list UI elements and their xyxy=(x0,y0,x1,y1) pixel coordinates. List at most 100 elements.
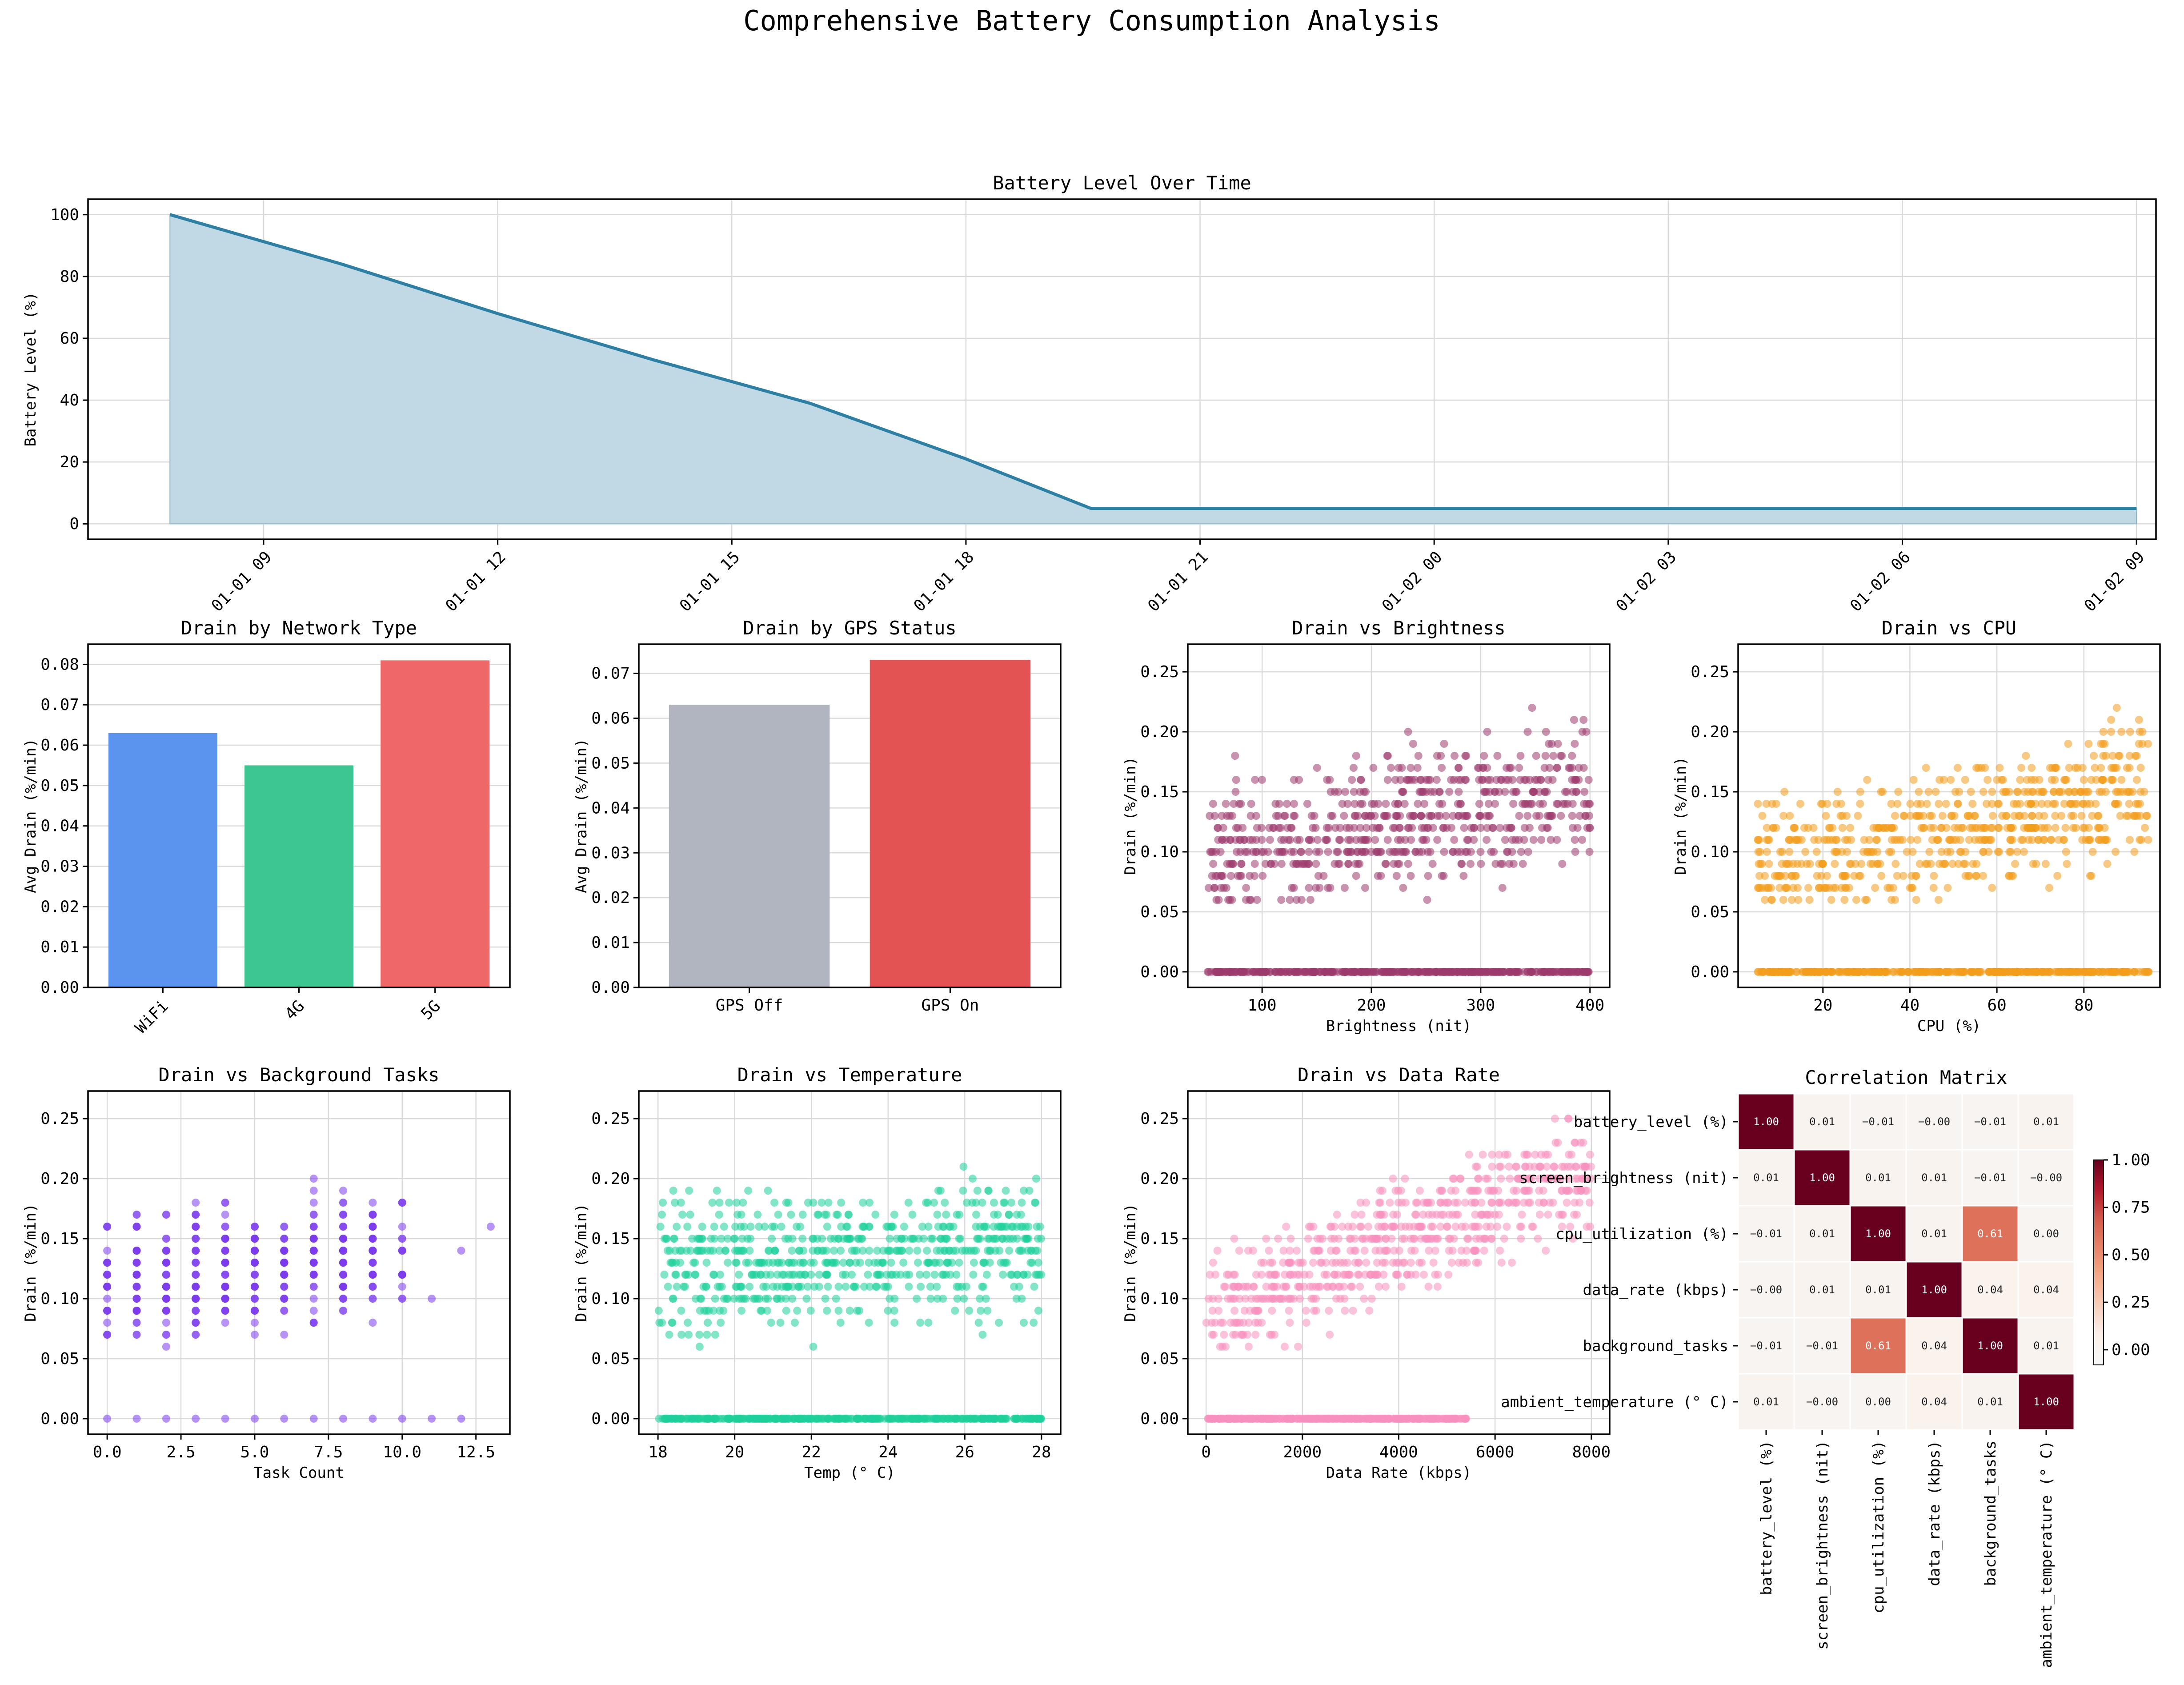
scatter-point xyxy=(813,1211,822,1219)
heatmap-cell-value: −0.00 xyxy=(1806,1396,1838,1408)
scatter-point xyxy=(1529,788,1538,796)
scatter-point xyxy=(1815,884,1823,892)
scatter-point xyxy=(1818,800,1827,808)
scatter-point xyxy=(659,1199,667,1207)
scatter-point xyxy=(769,1283,777,1291)
scatter-point xyxy=(1209,848,1217,856)
scatter-point xyxy=(2080,776,2088,784)
scatter-point xyxy=(1988,824,1996,832)
scatter-point xyxy=(762,1271,770,1279)
scatter-point xyxy=(1785,848,1794,856)
scatter-point xyxy=(309,1271,318,1279)
y-tick-label: 0.00 xyxy=(1140,1410,1179,1428)
scatter-point xyxy=(1459,872,1468,880)
scatter-point xyxy=(1988,788,1996,796)
scatter-point xyxy=(1988,800,1996,808)
scatter-point xyxy=(1396,776,1405,784)
scatter-point xyxy=(1434,1271,1442,1279)
scatter-point xyxy=(2078,764,2087,772)
scatter-point xyxy=(1460,824,1468,832)
scatter-point xyxy=(778,1271,786,1279)
scatter-point xyxy=(681,1283,689,1291)
scatter-point xyxy=(457,1247,465,1255)
scatter-point xyxy=(1969,860,1977,868)
scatter-point xyxy=(1213,1247,1222,1255)
scatter-point xyxy=(1934,896,1943,904)
scatter-point xyxy=(1429,1414,1437,1423)
scatter-point xyxy=(1202,1319,1210,1327)
scatter-point xyxy=(1823,872,1831,880)
scatter-point xyxy=(2130,848,2139,856)
scatter-point xyxy=(2028,764,2036,772)
scatter-point xyxy=(280,1283,289,1291)
scatter-point xyxy=(982,1295,990,1303)
scatter-point xyxy=(398,1414,406,1423)
scatter-point xyxy=(1505,1163,1513,1171)
x-axis-label: Data Rate (kbps) xyxy=(1326,1464,1472,1482)
scatter-point xyxy=(1230,1307,1239,1315)
scatter-point xyxy=(1023,1235,1031,1243)
x-tick-label: 18 xyxy=(648,1443,667,1461)
scatter-point xyxy=(2047,836,2056,844)
column-label: background_tasks xyxy=(1982,1440,2000,1586)
scatter-point xyxy=(1571,836,1579,844)
scatter-point xyxy=(698,1223,706,1231)
scatter-point xyxy=(989,1235,998,1243)
scatter-point xyxy=(940,1247,949,1255)
scatter-point xyxy=(941,1199,949,1207)
y-tick-label: 0.00 xyxy=(591,1410,630,1428)
scatter-point xyxy=(767,1319,775,1327)
scatter-point xyxy=(656,1223,665,1231)
scatter-point xyxy=(1339,967,1347,976)
scatter-point xyxy=(669,1187,677,1195)
scatter-point xyxy=(1549,752,1558,760)
scatter-point xyxy=(2009,872,2017,880)
scatter-point xyxy=(2057,812,2066,820)
heatmap-cell-value: 0.01 xyxy=(1865,1284,1891,1296)
scatter-point xyxy=(763,1307,771,1315)
scatter-point xyxy=(732,1259,740,1267)
scatter-point xyxy=(908,1211,917,1219)
scatter-point xyxy=(1793,884,1802,892)
x-tick-label: 26 xyxy=(955,1443,974,1461)
scatter-point xyxy=(1222,884,1230,892)
scatter-point xyxy=(1971,812,1979,820)
scatter-point xyxy=(761,1223,769,1231)
scatter-point xyxy=(745,1247,754,1255)
column-label: battery_level (%) xyxy=(1758,1440,1775,1595)
scatter-point xyxy=(1286,1319,1294,1327)
scatter-point xyxy=(788,1295,797,1303)
heatmap-cell-value: −0.01 xyxy=(1862,1115,1894,1128)
scatter-point xyxy=(1212,967,1221,976)
scatter-point xyxy=(1872,824,1881,832)
scatter-point xyxy=(865,1223,874,1231)
scatter-point xyxy=(1389,1175,1397,1183)
scatter-point xyxy=(369,1271,377,1279)
scatter-point xyxy=(930,1271,939,1279)
scatter-point xyxy=(1758,812,1767,820)
scatter-point xyxy=(1509,800,1518,808)
y-tick-label: 0.10 xyxy=(591,1290,630,1308)
scatter-point xyxy=(823,1414,832,1423)
scatter-point xyxy=(1309,1259,1318,1267)
scatter-point xyxy=(823,1307,831,1315)
scatter-point xyxy=(1559,800,1567,808)
scatter-point xyxy=(1394,1271,1402,1279)
scatter-point xyxy=(2034,836,2043,844)
scatter-point xyxy=(2100,824,2109,832)
scatter-point xyxy=(1240,1307,1249,1315)
scatter-point xyxy=(1819,860,1827,868)
scatter-point xyxy=(2091,764,2099,772)
scatter-point xyxy=(1413,764,1422,772)
scatter-point xyxy=(2135,716,2143,724)
scatter-point xyxy=(2077,812,2086,820)
scatter-point xyxy=(955,1259,963,1267)
scatter-point xyxy=(1279,1283,1288,1291)
scatter-point xyxy=(1526,776,1534,784)
scatter-point xyxy=(2117,728,2126,736)
scatter-point xyxy=(2095,967,2104,976)
scatter-point xyxy=(1411,848,1420,856)
scatter-point xyxy=(1429,824,1437,832)
scatter-point xyxy=(192,1414,200,1423)
heatmap-cell-value: 1.00 xyxy=(2033,1396,2059,1408)
